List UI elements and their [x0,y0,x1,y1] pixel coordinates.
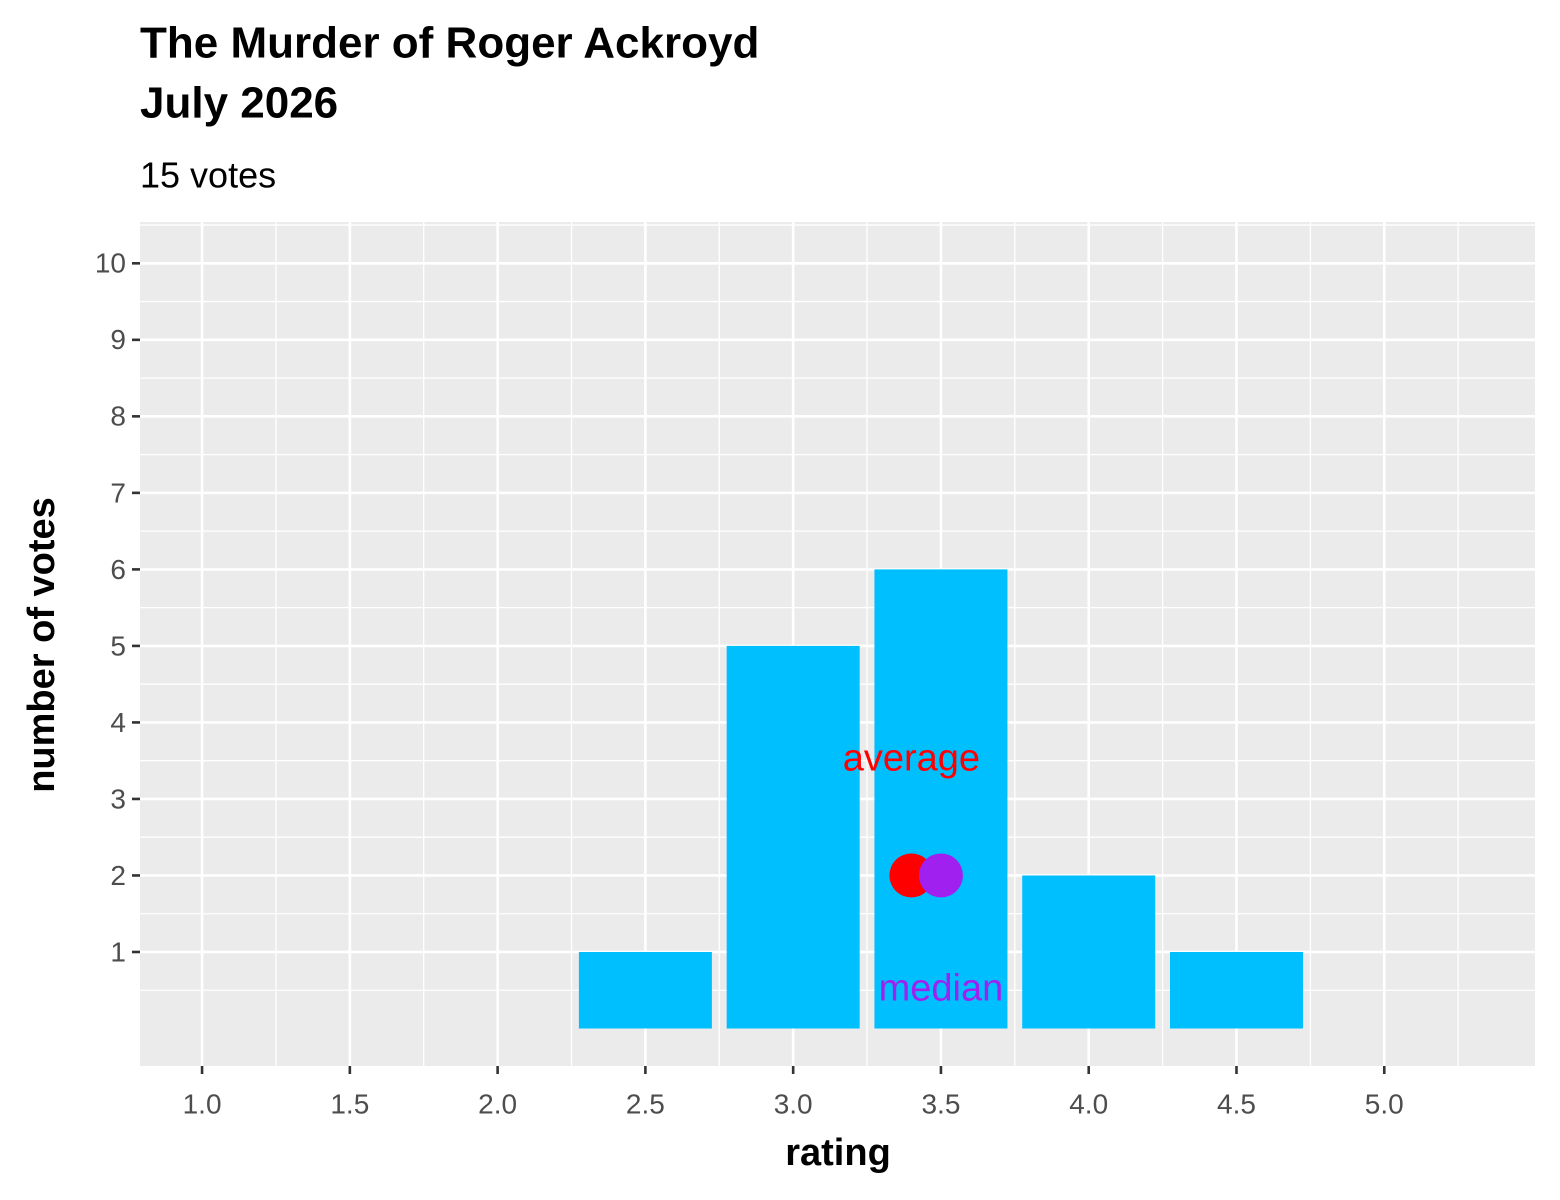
y-tick-label: 6 [110,554,126,585]
x-axis-title: rating [785,1132,891,1174]
bar [874,569,1008,1029]
y-tick-label: 5 [110,630,126,661]
x-tick-label: 4.5 [1217,1088,1256,1119]
bar [726,645,860,1029]
y-tick-label: 9 [110,324,126,355]
y-tick-label: 2 [110,860,126,891]
x-tick-label: 1.0 [183,1088,222,1119]
chart-title: July 2026 [140,79,338,128]
y-tick-label: 10 [95,248,126,279]
chart-subtitle: 15 votes [140,155,276,196]
y-tick-label: 8 [110,401,126,432]
x-tick-label: 1.5 [330,1088,369,1119]
bar [1022,875,1156,1029]
marker-label: average [843,738,980,780]
bar [1169,951,1303,1029]
y-tick-label: 1 [110,936,126,967]
y-tick-label: 4 [110,707,126,738]
y-axis-title: number of votes [21,497,63,793]
y-tick-label: 3 [110,783,126,814]
x-tick-label: 3.5 [921,1088,960,1119]
y-tick-label: 7 [110,477,126,508]
x-tick-label: 4.0 [1069,1088,1108,1119]
bar [578,951,712,1029]
marker-label: median [879,967,1004,1009]
x-tick-label: 5.0 [1365,1088,1404,1119]
x-tick-label: 2.0 [478,1088,517,1119]
x-tick-label: 3.0 [774,1088,813,1119]
chart-title: The Murder of Roger Ackroyd [140,19,759,68]
x-tick-label: 2.5 [626,1088,665,1119]
marker-point [918,853,963,898]
